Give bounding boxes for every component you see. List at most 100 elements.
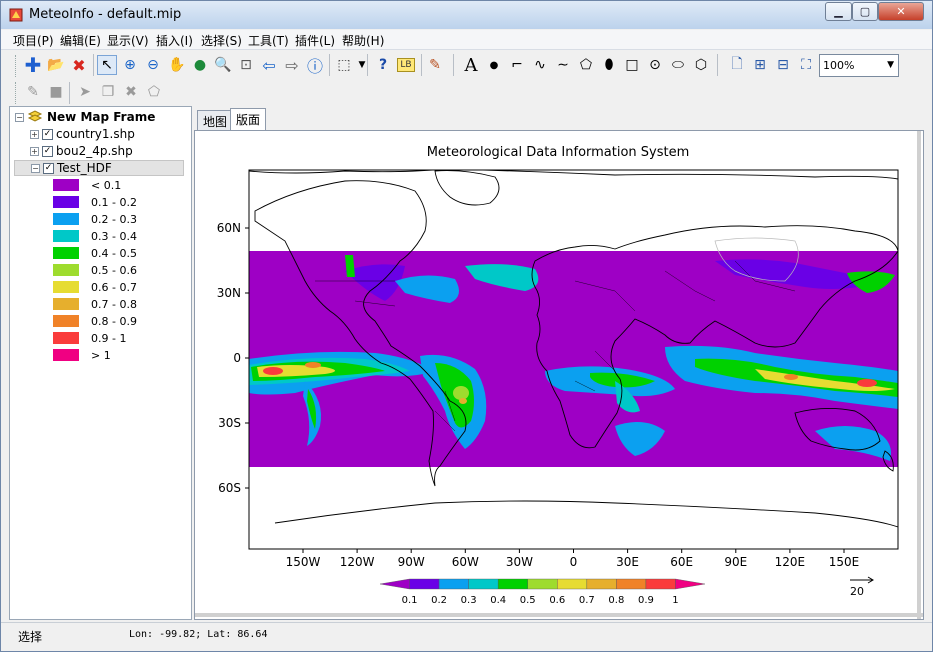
maximize-button[interactable]: ▢ <box>852 2 878 21</box>
minimize-button[interactable]: ▁ <box>825 2 852 21</box>
lat-label: 0 <box>233 351 241 365</box>
select-arrow-icon[interactable]: ↖ <box>97 55 117 75</box>
legend-label: 0.3 - 0.4 <box>91 229 137 243</box>
legend-entry[interactable]: 0.5 - 0.6 <box>53 263 137 277</box>
layout-zoom-out-icon[interactable]: ⊟ <box>777 57 789 73</box>
freehand-polygon-icon[interactable]: ⬮ <box>604 57 614 73</box>
edit-pencil-icon[interactable]: ✎ <box>27 84 39 100</box>
open-folder-icon[interactable]: 📂 <box>47 57 65 73</box>
longitude-axis: 150W 120W 90W 60W 30W 0 30E 60E 90E 120E 150E <box>286 549 859 569</box>
curve-tool-icon[interactable]: ∼ <box>557 57 569 73</box>
collapse-icon[interactable]: − <box>31 163 40 173</box>
menu-select[interactable]: 选择(S) <box>201 34 242 48</box>
back-arrow-icon[interactable]: ⇦ <box>262 55 276 75</box>
layer-visible-checkbox[interactable]: ✓ <box>42 128 53 140</box>
colorbar-label: 0.4 <box>490 595 506 606</box>
close-button[interactable]: ✕ <box>878 2 924 21</box>
chevron-down-icon[interactable]: ▼ <box>358 60 366 70</box>
legend-entry[interactable]: 0.4 - 0.5 <box>53 246 137 260</box>
legend-entry[interactable]: < 0.1 <box>53 178 121 192</box>
point-tool-icon[interactable]: ● <box>489 59 499 71</box>
view-tabs: 地图 版面 Meteorological Data Information Sy… <box>194 106 926 620</box>
zoom-in-icon[interactable]: ⊕ <box>124 57 136 73</box>
colorbar-segment <box>557 578 588 590</box>
legend-entry[interactable]: 0.3 - 0.4 <box>53 229 137 243</box>
zoom-value: 100% <box>823 59 855 72</box>
colorbar-segment <box>409 578 440 590</box>
legend-label: 0.4 - 0.5 <box>91 246 137 260</box>
colorbar-label: 0.7 <box>579 595 595 606</box>
layer-node-bou2[interactable]: + ✓ bou2_4p.shp <box>30 143 133 159</box>
menu-tools[interactable]: 工具(T) <box>248 34 289 48</box>
legend-entry[interactable]: 0.1 - 0.2 <box>53 195 137 209</box>
identify-icon[interactable]: 🔍 <box>214 57 232 73</box>
map-frame-label: New Map Frame <box>47 110 156 124</box>
legend-swatch <box>53 230 79 242</box>
expand-icon[interactable]: + <box>30 129 39 139</box>
remove-layer-icon[interactable]: ✖ <box>72 55 86 75</box>
layer-node-test-hdf[interactable]: − ✓ Test_HDF <box>14 160 184 176</box>
menu-view[interactable]: 显示(V) <box>107 34 149 48</box>
globe-icon[interactable]: ● <box>193 57 207 73</box>
save-edit-icon[interactable]: ■ <box>49 84 63 100</box>
select-feature-icon[interactable]: ➤ <box>79 84 91 100</box>
legend-swatch <box>53 247 79 259</box>
select-rect-icon[interactable]: ⬚ <box>337 57 351 73</box>
polygon-tool-icon[interactable]: ⬠ <box>579 57 593 73</box>
colorbar-segment <box>527 578 558 590</box>
freehand-line-icon[interactable]: ∿ <box>534 57 546 73</box>
full-extent-icon[interactable]: ⊡ <box>240 57 252 73</box>
lat-label: 60N <box>217 221 241 235</box>
layout-zoom-in-icon[interactable]: ⊞ <box>754 57 766 73</box>
tab-layout[interactable]: 版面 <box>230 108 267 131</box>
title-bar[interactable]: MeteoInfo - default.mip ▁ ▢ ✕ <box>1 1 932 29</box>
legend-swatch <box>53 332 79 344</box>
tab-map[interactable]: 地图 <box>197 110 234 130</box>
pan-hand-icon[interactable]: ✋ <box>168 57 186 73</box>
legend-entry[interactable]: 0.9 - 1 <box>53 331 126 345</box>
layer-visible-checkbox[interactable]: ✓ <box>42 145 53 157</box>
menu-help[interactable]: 帮助(H) <box>342 34 385 48</box>
label-icon[interactable]: LB <box>397 58 415 72</box>
layout-fit-icon[interactable]: ⛶ <box>801 57 811 73</box>
help-cursor-icon[interactable]: ? <box>378 57 388 73</box>
colorbar-label: 0.6 <box>549 595 565 606</box>
layer-visible-checkbox[interactable]: ✓ <box>43 162 54 174</box>
menu-edit[interactable]: 编辑(E) <box>60 34 101 48</box>
delete-feature-icon[interactable]: ✖ <box>125 84 137 100</box>
page-icon[interactable]: 🗋 <box>731 56 743 72</box>
legend-entry[interactable]: 0.2 - 0.3 <box>53 212 137 226</box>
menu-project[interactable]: 项目(P) <box>13 34 54 48</box>
window-title: MeteoInfo - default.mip <box>29 7 182 22</box>
legend-swatch <box>53 315 79 327</box>
legend-entry[interactable]: 0.6 - 0.7 <box>53 280 137 294</box>
zoom-select[interactable]: 100% ▼ <box>819 54 899 77</box>
text-tool-icon[interactable]: A <box>464 54 478 76</box>
copy-feature-icon[interactable]: ❐ <box>101 84 115 100</box>
legend-entry[interactable]: 0.7 - 0.8 <box>53 297 137 311</box>
layer-node-country[interactable]: + ✓ country1.shp <box>30 126 135 142</box>
expand-icon[interactable]: + <box>30 146 39 156</box>
collapse-icon[interactable]: − <box>15 112 24 122</box>
menu-insert[interactable]: 插入(I) <box>156 34 193 48</box>
circle-tool-icon[interactable]: ⊙ <box>649 57 661 73</box>
info-icon[interactable]: ⓘ <box>306 57 323 76</box>
edit-vertices-icon[interactable]: ⬡ <box>694 57 708 73</box>
lon-label: 30E <box>616 555 639 569</box>
zoom-out-icon[interactable]: ⊖ <box>147 57 159 73</box>
precipitation-field <box>249 255 898 461</box>
layout-canvas[interactable]: Meteorological Data Information System <box>194 130 924 620</box>
edit-pencil-icon[interactable]: ✎ <box>429 57 441 73</box>
ellipse-tool-icon[interactable]: ⬭ <box>672 57 684 73</box>
menu-plugins[interactable]: 插件(L) <box>295 34 336 48</box>
vertex-edit-icon[interactable]: ⬠ <box>147 84 161 100</box>
rectangle-tool-icon[interactable]: □ <box>625 57 639 73</box>
map-frame-node[interactable]: − New Map Frame <box>15 109 155 125</box>
polyline-tool-icon[interactable]: ⌐ <box>511 57 523 73</box>
add-layer-icon[interactable]: ✚ <box>24 53 42 77</box>
status-mode: 选择 <box>18 630 43 644</box>
legend-entry[interactable]: 0.8 - 0.9 <box>53 314 137 328</box>
forward-arrow-icon[interactable]: ⇨ <box>285 55 299 75</box>
legend-entry[interactable]: > 1 <box>53 348 111 362</box>
